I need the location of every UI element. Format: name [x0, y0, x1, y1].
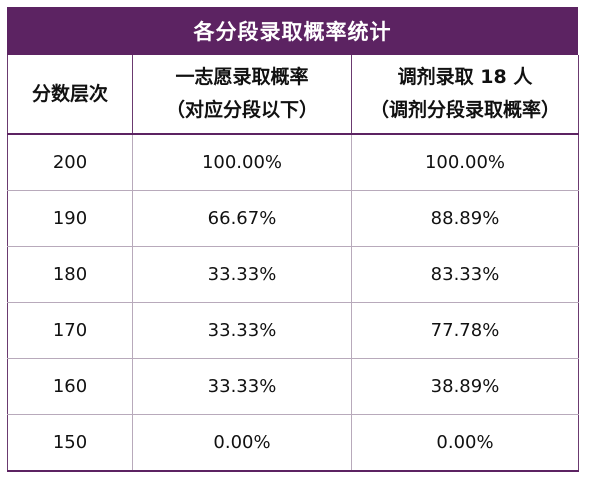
header-row: 分数层次 一志愿录取概率 （对应分段以下） 调剂录取 18 人 （调剂分段录取概…	[7, 55, 579, 135]
adjust-cell: 100.00%	[351, 133, 579, 191]
header-score-level: 分数层次	[7, 55, 133, 135]
score-cell: 180	[7, 246, 133, 303]
table-row: 200 100.00% 100.00%	[7, 133, 579, 191]
header-adjustment-line2: （调剂分段录取概率）	[369, 99, 560, 121]
table-row: 170 33.33% 77.78%	[7, 302, 579, 359]
table-row: 150 0.00% 0.00%	[7, 414, 579, 472]
table-row: 180 33.33% 83.33%	[7, 246, 579, 303]
header-first-choice-line1: 一志愿录取概率	[175, 66, 309, 88]
header-first-choice: 一志愿录取概率 （对应分段以下）	[132, 55, 352, 135]
first-choice-cell: 100.00%	[132, 133, 352, 191]
probability-table-container: 各分段录取概率统计 分数层次 一志愿录取概率 （对应分段以下） 调剂录取 18 …	[7, 7, 579, 472]
header-first-choice-line2: （对应分段以下）	[165, 99, 318, 121]
score-cell: 190	[7, 190, 133, 247]
probability-table: 分数层次 一志愿录取概率 （对应分段以下） 调剂录取 18 人 （调剂分段录取概…	[7, 55, 579, 472]
adjust-cell: 0.00%	[351, 414, 579, 472]
score-cell: 170	[7, 302, 133, 359]
first-choice-cell: 0.00%	[132, 414, 352, 472]
adjust-cell: 38.89%	[351, 358, 579, 415]
first-choice-cell: 66.67%	[132, 190, 352, 247]
score-cell: 160	[7, 358, 133, 415]
table-row: 160 33.33% 38.89%	[7, 358, 579, 415]
adjust-cell: 88.89%	[351, 190, 579, 247]
header-adjustment: 调剂录取 18 人 （调剂分段录取概率）	[351, 55, 579, 135]
adjust-cell: 77.78%	[351, 302, 579, 359]
adjust-cell: 83.33%	[351, 246, 579, 303]
table-title: 各分段录取概率统计	[7, 7, 578, 55]
score-cell: 150	[7, 414, 133, 472]
table-row: 190 66.67% 88.89%	[7, 190, 579, 247]
header-adjustment-line1: 调剂录取 18 人	[397, 66, 533, 88]
first-choice-cell: 33.33%	[132, 358, 352, 415]
first-choice-cell: 33.33%	[132, 246, 352, 303]
first-choice-cell: 33.33%	[132, 302, 352, 359]
score-cell: 200	[7, 133, 133, 191]
